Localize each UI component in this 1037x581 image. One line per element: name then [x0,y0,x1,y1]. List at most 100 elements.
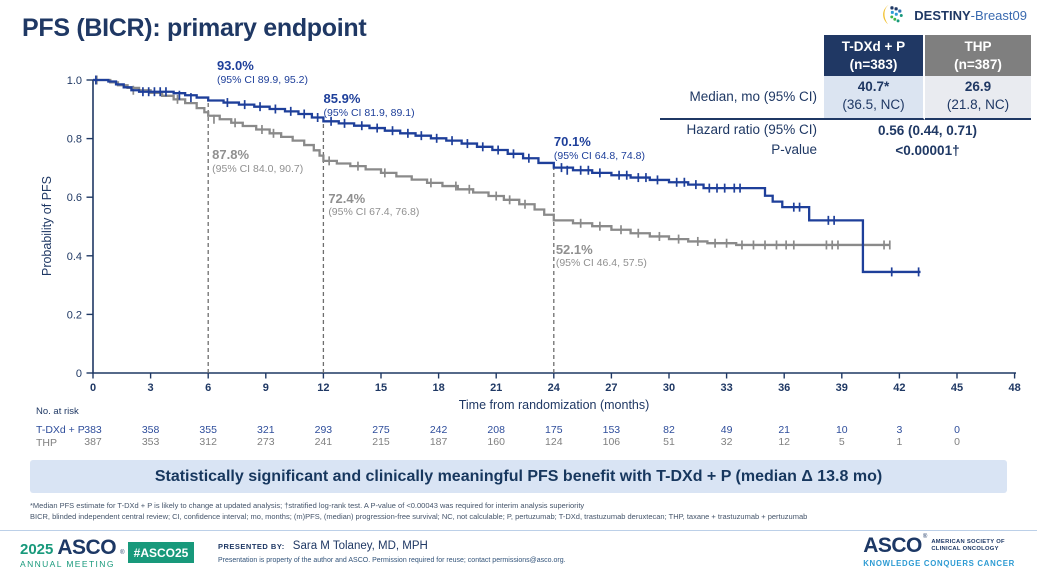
median-thp: 26.9 [964,79,992,95]
landmark-ci: (95% CI 46.4, 57.5) [555,257,647,270]
x-tick-label: 9 [263,382,269,394]
at-risk-value: 0 [954,436,960,448]
results-table-corner [660,35,824,76]
results-table: T-DXd + P (n=383) THP (n=387) Median, mo… [660,35,1031,160]
meeting-year: 2025 [20,541,54,558]
asco-annual-meeting-logo: 2025 ASCO ® ANNUAL MEETING [20,536,124,569]
page-title: PFS (BICR): primary endpoint [22,14,367,42]
at-risk-value: 10 [836,424,848,436]
at-risk-value: 353 [142,436,160,448]
km-curve-tdxd [93,78,921,274]
x-tick-label: 30 [663,382,675,394]
at-risk-value: 208 [487,424,505,436]
km-plot: 0 0.2 0.4 0.6 0.8 1.0 0 3 6 9 12 15 18 21 24 27 30 33 36 39… [36,58,1021,449]
landmark-ci: (95% CI 67.4, 76.8) [328,206,420,219]
median-tdxd: 40.7* [857,79,890,95]
x-tick-label: 6 [205,382,211,394]
results-col-thp-n: (n=387) [954,56,1002,72]
x-tick-label: 48 [1008,382,1020,394]
landmark-annotation: 93.0% (95% CI 89.9, 95.2) [217,58,308,86]
x-tick-label: 42 [893,382,905,394]
y-tick-label: 0.6 [67,192,82,204]
at-risk-value: 153 [603,424,621,436]
at-risk-value: 275 [372,424,390,436]
km-plot-canvas: 00.20.40.60.81.00 3 6 9 12 15 18 21 24 27 30 33 36 39… [67,75,1021,448]
landmark-annotation: 87.8% (95% CI 84.0, 90.7) [212,147,303,175]
destiny-breast09-logo: DESTINY-Breast09 [881,4,1027,28]
x-tick-label: 24 [548,382,561,394]
y-tick-label: 0.8 [67,134,82,146]
asco-society-logo: ASCO ® AMERICAN SOCIETY OF CLINICAL ONCO… [863,534,1015,568]
landmark-annotation: 52.1% (95% CI 46.4, 57.5) [556,242,647,270]
x-tick-label: 36 [778,382,790,394]
x-tick-label: 0 [90,382,96,394]
results-col-thp: THP (n=387) [925,35,1031,77]
y-tick-label: 0.4 [67,251,82,263]
x-tick-label: 12 [317,382,329,394]
asco-wordmark: ASCO [863,534,922,557]
median-value-thp: 26.9 (21.8, NC) [925,76,1031,120]
footnote-line2: BICR, blinded independent central review… [30,512,808,521]
at-risk-value: 1 [896,436,902,448]
x-tick-label: 15 [375,382,387,394]
x-tick-label: 21 [490,382,502,394]
at-risk-value: 355 [199,424,217,436]
landmark-ci: (95% CI 64.8, 74.8) [553,149,645,162]
hr-row-label: Hazard ratio (95% CI) [686,122,817,138]
x-tick-label: 39 [836,382,848,394]
at-risk-label-tdxd: T-DXd + P [36,424,85,436]
at-risk-value: 293 [315,424,333,436]
y-tick-label: 0.2 [67,309,82,321]
pvalue-row-label: P-value [771,142,817,158]
at-risk-label-thp: THP [36,437,57,449]
y-tick-label: 0 [76,368,82,380]
asco-registered-mark: ® [922,534,928,540]
at-risk-value: 241 [315,436,333,448]
y-axis-title: Probability of PFS [40,175,54,277]
presented-by-label: PRESENTED BY: [218,542,285,551]
at-risk-value: 383 [84,424,102,436]
at-risk-header: No. at risk [36,406,79,417]
registered-mark: ® [120,550,125,556]
meeting-asco-wordmark: ASCO [57,536,117,559]
at-risk-value: 175 [545,424,563,436]
at-risk-value: 21 [778,424,790,436]
at-risk-value: 5 [839,436,845,448]
presented-by-block: PRESENTED BY: Sara M Tolaney, MD, MPH Pr… [218,540,566,564]
landmark-pct: 72.4% [328,190,366,206]
at-risk-value: 358 [142,424,160,436]
x-tick-label: 18 [432,382,444,394]
x-tick-label: 27 [605,382,617,394]
results-col-thp-name: THP [964,39,992,54]
landmark-ci: (95% CI 84.0, 90.7) [212,162,304,175]
x-tick-label: 45 [951,382,963,394]
landmark-pct: 93.0% [216,58,254,74]
results-col-tdxd-n: (n=383) [849,56,898,72]
at-risk-value: 215 [372,436,390,448]
at-risk-value: 273 [257,436,275,448]
landmark-annotation: 70.1% (95% CI 64.8, 74.8) [554,134,645,162]
at-risk-value: 51 [663,436,675,448]
landmark-pct: 87.8% [212,147,250,163]
landmark-pct: 52.1% [555,241,593,257]
median-thp-ci: (21.8, NC) [946,97,1010,113]
x-tick-label: 3 [148,382,154,394]
landmark-annotation: 85.9% (95% CI 81.9, 89.1) [324,91,415,119]
footer-divider [0,530,1037,531]
median-row-label: Median, mo (95% CI) [660,76,824,120]
meeting-subtitle: ANNUAL MEETING [20,559,115,569]
at-risk-value: 312 [199,436,217,448]
asco-society-line1: AMERICAN SOCIETY OF [931,538,1005,545]
hr-value: 0.56 (0.44, 0.71) [877,122,978,138]
footnote-line1: *Median PFS estimate for T-DXd + P is li… [30,501,585,510]
presenter-name: Sara M Tolaney, MD, MPH [292,540,428,552]
pvalue-value: <0.00001† [895,142,960,158]
at-risk-value: 0 [954,424,960,436]
y-tick-label: 1.0 [67,75,82,87]
at-risk-value: 82 [663,424,675,436]
results-col-tdxd-name: T-DXd + P [841,39,906,54]
x-axis-title: Time from randomization (months) [458,398,650,412]
at-risk-value: 49 [721,424,733,436]
landmark-pct: 70.1% [553,134,591,150]
